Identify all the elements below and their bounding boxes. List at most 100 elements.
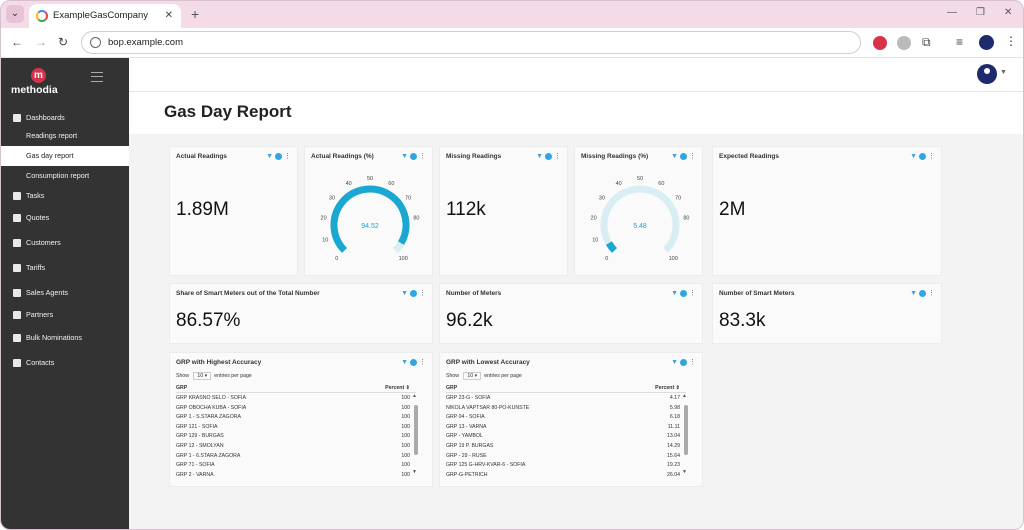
info-icon[interactable]	[680, 289, 688, 297]
chevron-down-icon[interactable]: ▼	[1000, 69, 1007, 76]
more-icon[interactable]: ⋮	[284, 153, 291, 160]
grp-cell: GRP 1 - 6.STARA ZAGORA	[176, 452, 241, 459]
restore-icon[interactable]: ❐	[976, 7, 985, 18]
metric-value: 96.2k	[446, 310, 493, 331]
sidebar-item-readings-report[interactable]: Readings report	[1, 126, 129, 146]
info-icon[interactable]	[919, 289, 927, 297]
metric-value: 83.3k	[719, 310, 766, 331]
minimize-icon[interactable]: —	[947, 7, 957, 18]
card-title: Number of Meters	[446, 290, 502, 297]
sidebar-item-tariffs[interactable]: Tariffs	[1, 258, 129, 278]
more-icon[interactable]: ⋮	[689, 359, 696, 366]
more-icon[interactable]: ⋮	[419, 290, 426, 297]
filter-icon[interactable]: ▼	[910, 290, 918, 297]
filter-icon[interactable]: ▼	[401, 359, 409, 366]
percent-cell: 26.04	[667, 471, 680, 478]
info-icon[interactable]	[410, 289, 418, 297]
extensions-puzzle-icon[interactable]: ⧉	[922, 35, 931, 49]
more-icon[interactable]: ⋮	[689, 153, 696, 160]
show-label: Show	[446, 373, 461, 379]
column-header-percent[interactable]: Percent ⇕	[655, 385, 680, 391]
more-icon[interactable]: ⋮	[419, 359, 426, 366]
more-icon[interactable]: ⋮	[928, 153, 935, 160]
more-icon[interactable]: ⋮	[689, 290, 696, 297]
sidebar-item-sales-agents[interactable]: Sales Agents	[1, 283, 129, 303]
site-info-icon[interactable]	[90, 37, 101, 48]
grp-cell: NIKOLA VAPTSAR 80-PO-KUNSTE	[446, 404, 530, 411]
sidebar-item-customers[interactable]: Customers	[1, 233, 129, 253]
card-title: Missing Readings (%)	[581, 153, 649, 160]
address-bar[interactable]: bop.example.com	[81, 31, 861, 54]
filter-icon[interactable]: ▼	[671, 359, 679, 366]
forward-icon[interactable]: →	[35, 35, 47, 49]
quotes-icon	[13, 214, 21, 222]
sidebar-item-dashboards[interactable]: Dashboards	[1, 108, 129, 128]
sidebar-item-consumption-report[interactable]: Consumption report	[1, 166, 129, 186]
filter-icon[interactable]: ▼	[401, 290, 409, 297]
card-title: GRP with Highest Accuracy	[176, 359, 262, 366]
filter-icon[interactable]: ▼	[536, 153, 544, 160]
card-expected-readings: Expected Readings ▼ ⋮ 2M	[712, 146, 942, 276]
close-window-icon[interactable]: ✕	[1004, 7, 1013, 18]
info-icon[interactable]	[545, 152, 553, 160]
info-icon[interactable]	[410, 358, 418, 366]
extension-icon-2[interactable]	[897, 36, 911, 50]
entries-dropdown[interactable]: 10 ▾	[463, 372, 482, 380]
table-row: GRP - YAMBOL 13.04	[446, 433, 686, 442]
browser-profile-icon[interactable]	[979, 35, 994, 50]
scroll-up-icon[interactable]: ▲	[682, 393, 687, 399]
more-icon[interactable]: ⋮	[554, 153, 561, 160]
more-icon[interactable]: ⋮	[928, 290, 935, 297]
info-icon[interactable]	[919, 152, 927, 160]
scrollbar-thumb[interactable]	[414, 405, 418, 455]
info-icon[interactable]	[680, 358, 688, 366]
sidebar-item-tasks[interactable]: Tasks	[1, 186, 129, 206]
gauge-tick-label: 40	[616, 181, 622, 187]
entries-dropdown[interactable]: 10 ▾	[193, 372, 212, 380]
entries-selector: Show 10 ▾ entries per page	[446, 372, 522, 380]
percent-cell: 4.17	[669, 395, 680, 401]
back-icon[interactable]: ←	[11, 35, 23, 49]
filter-icon[interactable]: ▼	[910, 153, 918, 160]
reload-icon[interactable]: ↻	[58, 35, 69, 49]
filter-icon[interactable]: ▼	[401, 153, 409, 160]
card-title: Expected Readings	[719, 153, 779, 160]
filter-icon[interactable]: ▼	[671, 290, 679, 297]
filter-icon[interactable]: ▼	[266, 153, 274, 160]
column-header-grp[interactable]: GRP	[446, 385, 458, 391]
metric-value: 1.89M	[176, 199, 229, 220]
more-icon[interactable]: ⋮	[419, 153, 426, 160]
scroll-down-icon[interactable]: ▼	[682, 469, 687, 475]
column-header-percent[interactable]: Percent ⇕	[385, 385, 410, 391]
new-tab-icon[interactable]: +	[191, 6, 200, 22]
filter-icon[interactable]: ▼	[671, 153, 679, 160]
info-icon[interactable]	[410, 152, 418, 160]
show-label: Show	[176, 373, 191, 379]
sidebar-item-quotes[interactable]: Quotes	[1, 208, 129, 228]
sidebar-item-contacts[interactable]: Contacts	[1, 353, 129, 373]
sidebar-item-gas-day-report[interactable]: Gas day report	[1, 146, 129, 166]
info-icon[interactable]	[275, 152, 283, 160]
sidebar-item-label: Contacts	[26, 358, 55, 367]
browser-menu-icon[interactable]: ⋮	[1005, 34, 1017, 48]
sidebar-item-label: Tariffs	[26, 263, 46, 272]
table-row: GRP 19 P. BURGAS 14.29	[446, 443, 686, 452]
user-avatar-icon[interactable]	[977, 64, 997, 84]
scroll-up-icon[interactable]: ▲	[412, 393, 417, 399]
scrollbar-thumb[interactable]	[684, 405, 688, 455]
info-icon[interactable]	[680, 152, 688, 160]
column-header-grp[interactable]: GRP	[176, 385, 188, 391]
tab-search-icon[interactable]: ⌄	[6, 5, 24, 23]
sidebar-item-partners[interactable]: Partners	[1, 305, 129, 325]
media-icon[interactable]: ≡	[956, 35, 964, 49]
logo[interactable]: m methodia	[11, 68, 81, 98]
extension-icon[interactable]	[873, 36, 887, 50]
browser-tab[interactable]: ExampleGasCompany ✕	[29, 4, 181, 28]
close-tab-icon[interactable]: ✕	[164, 10, 173, 21]
percent-cell: 100	[401, 414, 410, 421]
hamburger-menu-icon[interactable]	[91, 72, 103, 82]
sidebar-item-bulk-nominations[interactable]: Bulk Nominations	[1, 328, 129, 348]
scroll-down-icon[interactable]: ▼	[412, 469, 417, 475]
gauge-tick-label: 80	[683, 216, 689, 222]
